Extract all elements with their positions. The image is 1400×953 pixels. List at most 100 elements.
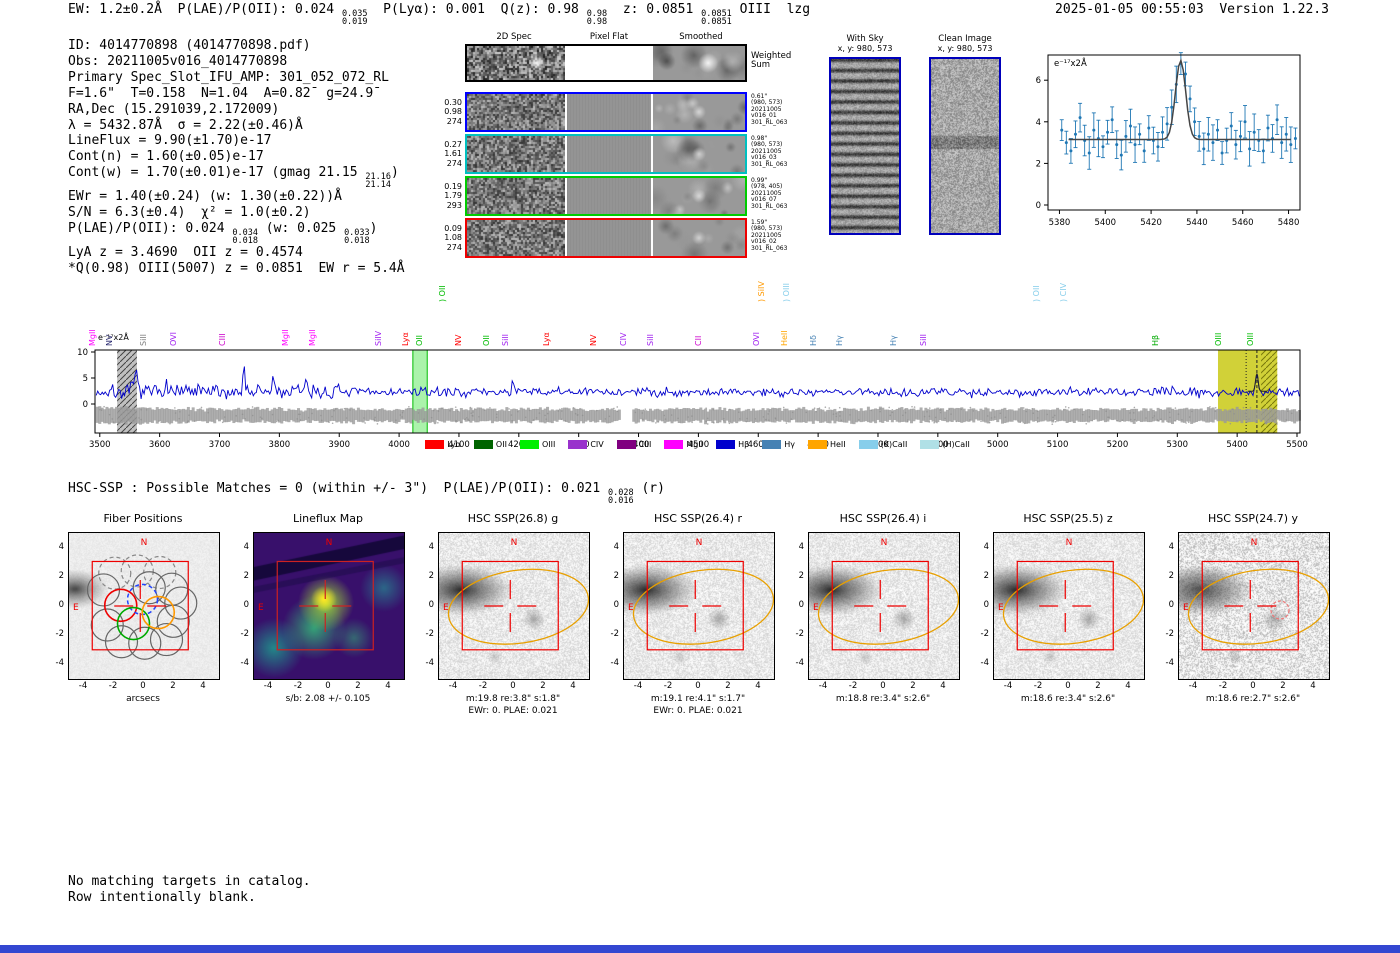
- cutout-overlay: NE: [628, 538, 774, 651]
- cutout-caption: m:18.6 re:3.4" s:2.6": [1020, 694, 1116, 704]
- y-tick-label: 0: [58, 600, 64, 610]
- y-tick-label: 4: [613, 541, 619, 552]
- cutout-title: HSC SSP(26.4) r: [653, 512, 743, 525]
- y-tick-label: -2: [795, 629, 804, 640]
- smoothed-cutout: [653, 46, 745, 80]
- clean-image-coords: x, y: 980, 573: [937, 44, 993, 53]
- hi-lo-value: 0.033 0.018: [344, 228, 370, 247]
- info-line: LyA z = 3.4690 OII z = 0.4574: [68, 245, 303, 261]
- zoom-units-annotation: e⁻¹⁷x2Å: [1054, 59, 1087, 69]
- svg-text:4400: 4400: [628, 440, 650, 450]
- spec2d-row-annotation: 0.98" (980, 573) 20211005 v016_03 301_RL_063: [751, 135, 788, 168]
- cutout-panel: HSC SSP(25.5) z N E -4 -4 -2 -2 0 0 2 2 4 4 m:18.6 re…: [967, 508, 1145, 724]
- emission-line-label: ) OII: [437, 285, 447, 302]
- cutout-caption: m:19.8 re:3.8" s:1.8": [465, 694, 561, 704]
- cutout-caption: s/b: 2.08 +/- 0.105: [285, 694, 371, 704]
- hi-lo-value: 0.028 0.016: [608, 488, 634, 506]
- spec2d-row-annotation: 0.99" (978, 405) 20211005 v016_07 301_RL_063: [751, 177, 788, 210]
- compass-east: E: [73, 603, 79, 613]
- legend-swatch: [473, 440, 493, 449]
- x-tick-label: -4: [448, 681, 458, 691]
- smoothed-cutout: [653, 220, 745, 256]
- hi-lo-value: 0.0851 0.0851: [701, 9, 732, 27]
- x-tick-label: 4: [1125, 681, 1131, 691]
- clean-image-title: Clean Image: [938, 34, 992, 44]
- x-tick-label: 2: [1095, 681, 1101, 691]
- smoothed-cutout: [653, 136, 745, 172]
- svg-text:5440: 5440: [1186, 218, 1208, 228]
- info-line: ID: 4014770898 (4014770898.pdf): [68, 38, 311, 53]
- x-tick-label: 2: [355, 681, 361, 691]
- y-tick-label: 2: [243, 570, 249, 581]
- svg-text:4200: 4200: [508, 440, 530, 450]
- svg-text:0: 0: [1036, 201, 1041, 211]
- smoothed-cutout: [653, 178, 745, 214]
- cutout-title: HSC SSP(26.8) g: [467, 512, 559, 525]
- cutout-title: HSC SSP(26.4) i: [839, 512, 927, 525]
- legend-item: (K)CaII: [858, 440, 907, 449]
- x-tick-label: 4: [940, 681, 946, 691]
- x-tick-label: 4: [755, 681, 761, 691]
- header-summary: EW: 1.2±0.2Å P(LAE)/P(OII): 0.024 0.035 0…: [68, 2, 811, 27]
- clean-image: [929, 57, 1001, 235]
- compass-east: E: [258, 603, 264, 613]
- cutout-overlay: NE: [1183, 538, 1329, 651]
- y-tick-label: -4: [980, 658, 989, 669]
- bottom-bar: [0, 945, 1400, 953]
- x-tick-label: 4: [570, 681, 576, 691]
- legend-item: HeII: [807, 440, 846, 449]
- legend-label: OIII: [541, 440, 556, 449]
- legend-item: Hβ: [716, 440, 749, 449]
- hi-lo-value: 0.98 0.98: [586, 9, 608, 27]
- report-timestamp: 2025-01-05 00:55:03 Version 1.22.3: [1055, 2, 1329, 17]
- x-tick-label: 0: [1250, 681, 1256, 691]
- cutout-panel: Fiber Positions N E -4 -4 -2 -2 0 0 2 2 4 4 arcsecs: [42, 508, 220, 724]
- x-tick-label: 4: [385, 681, 391, 691]
- svg-text:4000: 4000: [388, 440, 410, 450]
- hi-lo-value: 0.034 0.018: [232, 228, 258, 247]
- info-line: *Q(0.98) OIII(5007) z = 0.0851 EW r = 5.…: [68, 260, 405, 276]
- compass-east: E: [1183, 603, 1189, 613]
- legend-label: OII: [495, 440, 507, 449]
- with-sky-canvas: [831, 59, 899, 233]
- x-tick-label: 0: [695, 681, 701, 691]
- y-tick-label: -4: [425, 658, 434, 669]
- y-tick-label: -2: [240, 629, 249, 640]
- cutout-panel: HSC SSP(26.4) r N E -4 -4 -2 -2 0 0 2 2 4 4 m:19.1 re…: [597, 508, 775, 724]
- x-tick-label: -4: [818, 681, 828, 691]
- legend-item: (H)CaII: [920, 440, 970, 449]
- hi-lo-value: 21.16 21.14: [365, 172, 392, 191]
- compass-north: N: [511, 538, 518, 548]
- pixel-flat-cutout: [567, 94, 651, 130]
- spec2d-row: [465, 92, 747, 132]
- y-tick-label: 2: [428, 570, 434, 581]
- cutout-overlay: NE: [73, 538, 198, 660]
- legend-label: CIII: [638, 440, 652, 449]
- y-tick-label: -2: [1165, 629, 1174, 640]
- emission-line-label: ) OIII: [782, 282, 792, 302]
- legend-item: OII: [473, 440, 507, 449]
- pixel-flat-cutout: [567, 220, 651, 256]
- compass-north: N: [696, 538, 703, 548]
- y-tick-label: 4: [798, 541, 804, 552]
- svg-text:5400: 5400: [1226, 440, 1248, 450]
- x-tick-label: -2: [848, 681, 858, 691]
- clean-image-canvas: [931, 59, 999, 233]
- spec2d-cutout: [467, 46, 565, 80]
- with-sky-title: With Sky: [846, 34, 884, 44]
- y-tick-label: -4: [55, 658, 64, 669]
- x-tick-label: -2: [1218, 681, 1228, 691]
- svg-text:5500: 5500: [1286, 440, 1308, 450]
- weighted-sum-line: Weighted: [751, 51, 792, 61]
- cutout-title: HSC SSP(25.5) z: [1023, 512, 1113, 525]
- cutout-overlay: NE: [258, 538, 374, 651]
- svg-text:3500: 3500: [89, 440, 111, 450]
- cutout-overlay: NE: [443, 538, 589, 651]
- legend-label: HeII: [829, 440, 846, 449]
- y-tick-label: 2: [1168, 570, 1174, 581]
- info-line: EWr = 1.40(±0.24) (w: 1.30(±0.22))Å: [68, 189, 342, 205]
- spec2d-row-weights: 0.19 1.79 293: [444, 181, 462, 210]
